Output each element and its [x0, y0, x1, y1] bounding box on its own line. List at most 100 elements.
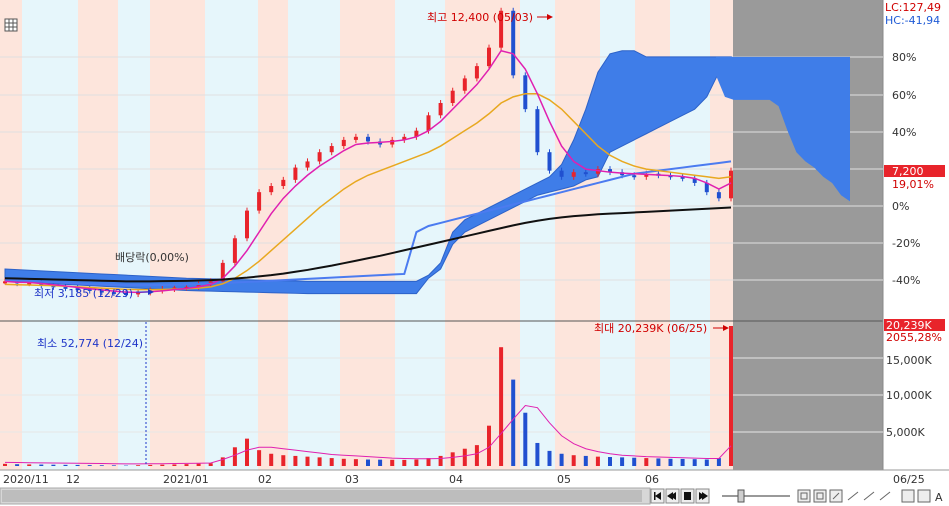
period-band — [340, 0, 395, 470]
scroll-thumb[interactable] — [2, 490, 642, 502]
volume-bar — [535, 442, 540, 466]
candle-body — [366, 136, 370, 142]
candle-body — [438, 103, 443, 116]
volume-layer — [0, 326, 883, 466]
volume-bar — [450, 452, 455, 466]
volume-bar — [583, 455, 588, 466]
chart-settings-icon[interactable] — [4, 18, 18, 32]
candle-body — [692, 178, 697, 183]
volume-bar — [523, 412, 528, 466]
volume-bar — [63, 464, 68, 466]
volume-bar — [39, 464, 44, 466]
tool-icon-1[interactable] — [797, 489, 811, 503]
first-button[interactable] — [650, 488, 665, 504]
volume-bar — [438, 455, 443, 466]
period-band — [0, 0, 22, 470]
candle-body — [487, 47, 491, 67]
candle-body — [680, 176, 685, 179]
volume-bar — [632, 457, 637, 466]
x-tick-03: 03 — [345, 473, 359, 486]
axis-tick-80: 80% — [892, 51, 916, 64]
volume-bar — [293, 455, 298, 466]
volume-bar — [668, 458, 673, 466]
candle-body — [644, 173, 649, 177]
tool-icon-3[interactable] — [829, 489, 843, 503]
current-price: 7,200 — [892, 165, 924, 178]
current-change: 19,01% — [892, 178, 934, 191]
playback-controls — [650, 488, 710, 504]
annotations: 최고 12,400 (05/03) 배당락(0,00%) 최저 3,185 (1… — [34, 11, 729, 466]
play-button[interactable] — [695, 488, 710, 504]
price-axis: 80% 60% 40% 20% 0% -20% -40% LC:127,49 H… — [884, 1, 945, 287]
period-band — [395, 0, 445, 470]
volume-bar — [75, 464, 80, 466]
volume-bar — [487, 425, 491, 466]
candle-body — [317, 152, 322, 162]
candle-body — [704, 182, 709, 193]
volume-bar — [111, 465, 116, 466]
volume-bar — [608, 457, 612, 466]
volume-bar — [366, 459, 370, 466]
x-tick-2020-11: 2020/11 — [3, 473, 49, 486]
tool-icon-2[interactable] — [813, 489, 827, 503]
trend-tool-icon[interactable] — [863, 491, 875, 501]
volume-bar — [136, 465, 141, 466]
candle-body — [281, 179, 286, 187]
line-tool-icon[interactable] — [847, 491, 859, 501]
candle-body — [99, 290, 104, 293]
period-band — [258, 0, 288, 470]
candle-body — [269, 186, 274, 193]
x-tick-02: 02 — [258, 473, 272, 486]
volume-bar — [172, 464, 177, 466]
candle-body — [583, 172, 588, 175]
axis-tick-40: 40% — [892, 126, 916, 139]
dividend-annotation: 배당락(0,00%) — [115, 251, 189, 264]
volume-ratio: 2055,28% — [886, 331, 942, 344]
volume-bar — [208, 463, 213, 466]
volume-bar — [595, 456, 600, 466]
current-date: 06/25 — [893, 473, 925, 486]
pause-button[interactable] — [680, 488, 695, 504]
candle-body — [341, 139, 346, 147]
zoom-slider-thumb[interactable] — [737, 489, 745, 503]
settings-icon[interactable] — [917, 489, 931, 503]
max-volume-annotation: 최대 20,239K (06/25) — [594, 322, 707, 335]
max-volume-arrow-head — [723, 325, 729, 331]
candle-body — [257, 192, 262, 211]
volume-bar — [680, 458, 685, 466]
current-volume-box — [884, 319, 945, 331]
candle-body — [390, 139, 395, 145]
candle-body — [196, 284, 201, 287]
candle-body — [124, 293, 128, 296]
low-arrow-head — [148, 289, 154, 295]
volume-bar — [220, 457, 225, 466]
chart-tools: A — [797, 489, 943, 504]
volume-bar — [329, 458, 334, 466]
zoom-slider[interactable] — [722, 489, 790, 503]
volume-bar — [620, 457, 625, 466]
candle-body — [608, 169, 612, 173]
min-volume-annotation: 최소 52,774 (12/24) — [37, 337, 143, 350]
volume-bar — [644, 458, 649, 466]
volume-bar — [232, 447, 237, 466]
volume-bar — [499, 347, 504, 466]
draw-tool-icon[interactable] — [879, 491, 891, 501]
hc-readout: HC:-41,94 — [885, 14, 940, 27]
volume-bar — [184, 464, 189, 466]
candle-body — [571, 172, 576, 177]
high-arrow-head — [547, 14, 553, 20]
tool-label-a[interactable]: A — [935, 491, 943, 504]
volume-bar — [160, 464, 165, 466]
candle-body — [353, 136, 358, 140]
candle-body — [499, 10, 504, 48]
volume-bar — [245, 438, 249, 466]
prev-button[interactable] — [665, 488, 680, 504]
scroll-bar[interactable] — [0, 487, 651, 505]
axis-panel — [883, 0, 949, 470]
print-icon[interactable] — [901, 489, 915, 503]
period-band — [288, 0, 340, 470]
volume-tick-5000k: 5,000K — [886, 426, 925, 439]
volume-bar — [462, 448, 467, 466]
volume-bar — [341, 458, 346, 466]
